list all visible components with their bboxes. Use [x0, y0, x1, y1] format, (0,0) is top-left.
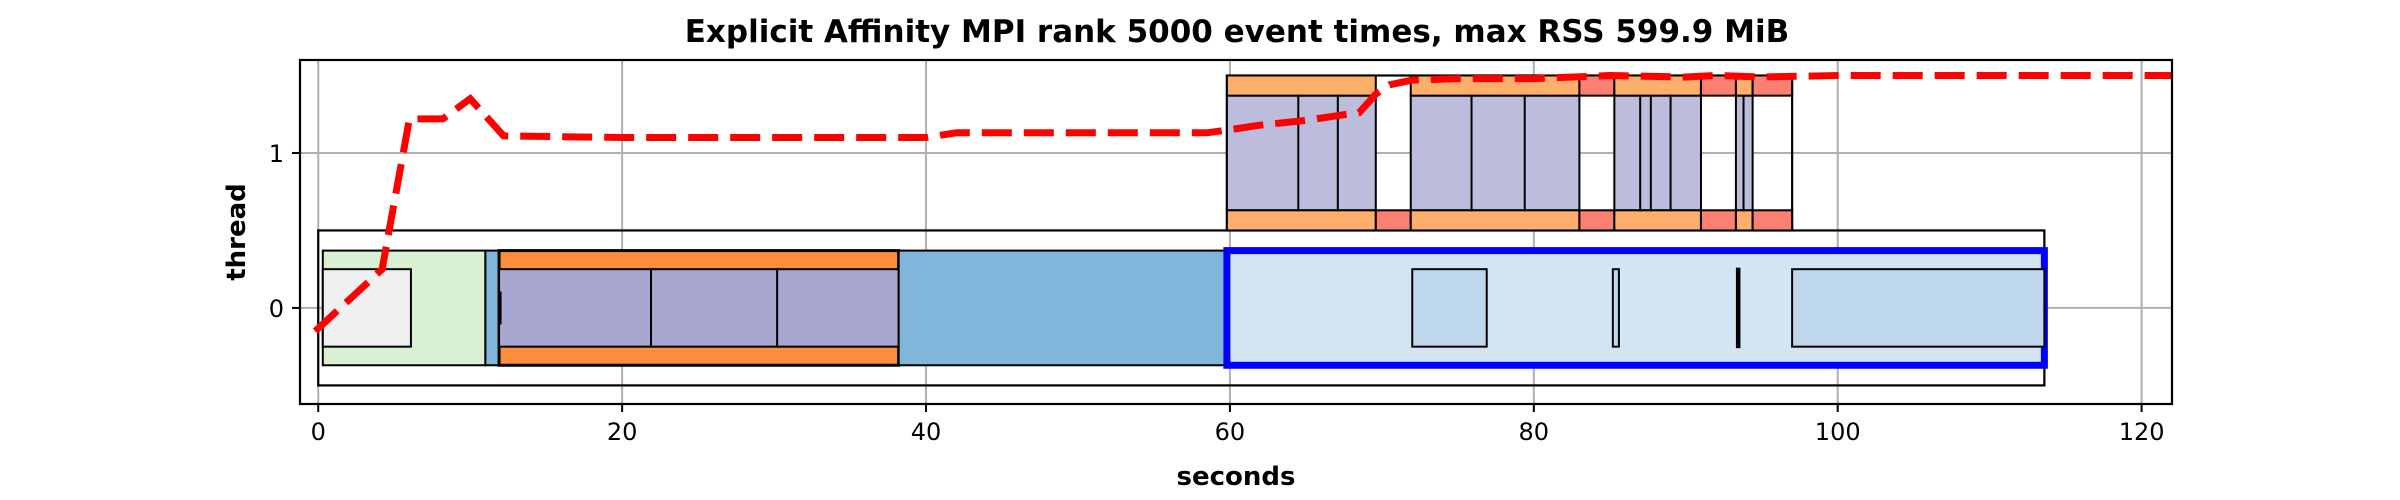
event-box [498, 268, 900, 348]
x-tick-label: 0 [311, 418, 326, 446]
event-boxes [317, 74, 2048, 387]
event-box [1409, 94, 1581, 212]
event-box [1613, 94, 1702, 212]
event-box [321, 268, 412, 348]
y-tick-label: 0 [269, 295, 284, 323]
event-box [1411, 268, 1488, 348]
event-box [498, 291, 502, 325]
event-box [1699, 209, 1737, 232]
chart-title: Explicit Affinity MPI rank 5000 event ti… [685, 14, 1790, 50]
event-box [1791, 268, 2046, 348]
event-box [1409, 209, 1581, 232]
rss-line [312, 71, 2172, 334]
event-box [1735, 267, 1741, 349]
x-axis-ticks: 0 20 40 60 80 100 120 [311, 404, 2165, 446]
event-box [1578, 209, 1616, 232]
event-box [897, 249, 1228, 367]
plot-frame [298, 58, 2174, 406]
x-tick-label: 60 [1215, 418, 1246, 446]
event-box [1613, 209, 1702, 232]
x-tick-label: 120 [2119, 418, 2165, 446]
event-box [484, 249, 501, 367]
x-tick-label: 40 [911, 418, 942, 446]
event-box [1225, 74, 1377, 97]
event-box [1374, 209, 1412, 232]
x-axis-label: seconds [1177, 462, 1296, 492]
event-box [1751, 209, 1794, 232]
y-tick-label: 1 [269, 140, 284, 168]
y-axis-label: thread [222, 183, 252, 281]
event-box [1734, 209, 1754, 232]
x-tick-label: 20 [607, 418, 638, 446]
event-box [1611, 268, 1620, 348]
y-axis-ticks: 01 [269, 140, 300, 323]
x-tick-label: 100 [1815, 418, 1861, 446]
x-tick-label: 80 [1519, 418, 1550, 446]
event-box [1225, 209, 1377, 232]
event-box [1225, 94, 1377, 212]
